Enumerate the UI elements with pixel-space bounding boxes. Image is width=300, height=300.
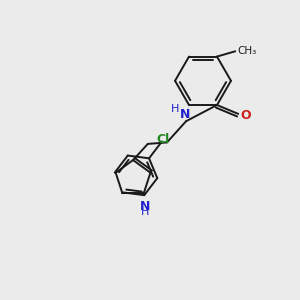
Text: N: N [179, 108, 190, 121]
Text: H: H [141, 207, 149, 217]
Text: O: O [241, 109, 251, 122]
Text: Cl: Cl [157, 133, 170, 146]
Text: N: N [140, 200, 150, 213]
Text: H: H [171, 104, 179, 114]
Text: CH₃: CH₃ [237, 46, 256, 56]
